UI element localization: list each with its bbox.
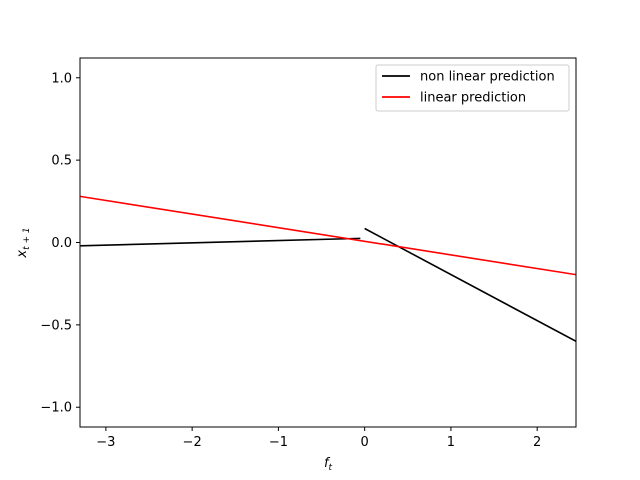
x-tick-label: 0 [361, 435, 369, 450]
legend: non linear prediction linear prediction [375, 64, 570, 112]
x-tick-label: 1 [447, 435, 455, 450]
y-tick-label: 1.0 [51, 71, 72, 86]
y-axis-label: xt + 1 [15, 227, 32, 258]
legend-label-0: non linear prediction [420, 70, 555, 85]
axes: −3 −2 −1 0 1 2 −1.0 −0.5 0.0 0.5 1.0 ft xt + 1 [15, 57, 577, 473]
y-tick-label: 0.5 [51, 154, 72, 169]
y-tick-label: −0.5 [40, 318, 72, 333]
series-line-1-segment-0 [80, 195, 576, 276]
x-tick-label: 2 [533, 435, 541, 450]
legend-label-1: linear prediction [420, 91, 526, 106]
x-tick-label: −1 [269, 435, 288, 450]
legend-box [375, 64, 570, 112]
y-tick-label: 0.0 [51, 236, 72, 251]
series-line-0-segment-0 [80, 237, 361, 247]
x-tick-label: −3 [96, 435, 115, 450]
plot-area [80, 195, 576, 343]
x-axis-label: ft [324, 456, 333, 473]
x-tick-label: −2 [183, 435, 202, 450]
y-tick-label: −1.0 [40, 401, 72, 416]
